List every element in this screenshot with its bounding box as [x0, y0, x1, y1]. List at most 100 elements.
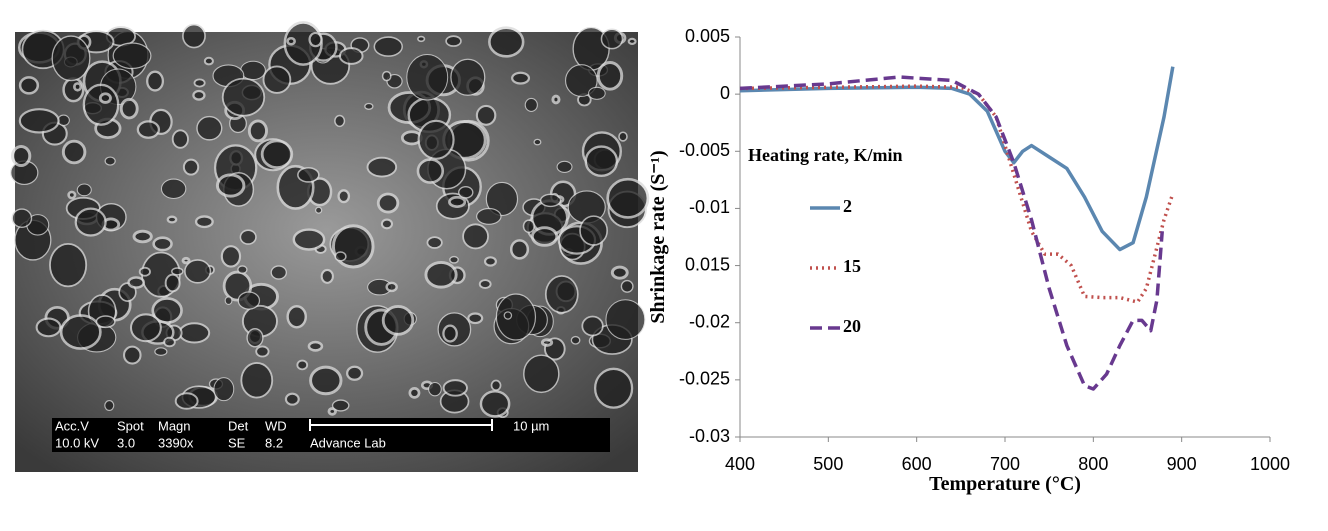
- pore: [10, 145, 32, 167]
- pore: [551, 94, 561, 105]
- y-tick-label: -0.01: [689, 197, 730, 217]
- pore: [255, 345, 270, 358]
- pore: [331, 399, 350, 412]
- pore: [194, 215, 214, 229]
- pore: [426, 236, 443, 249]
- pore: [416, 158, 445, 184]
- pore: [76, 183, 92, 197]
- pore: [462, 223, 489, 250]
- info-label: Spot: [117, 418, 144, 433]
- pore: [193, 78, 206, 88]
- info-label: Acc.V: [55, 418, 89, 433]
- pore: [260, 139, 294, 169]
- legend-title: Heating rate, K/min: [748, 145, 902, 165]
- pore: [98, 92, 112, 104]
- pore: [171, 129, 189, 149]
- pore: [247, 119, 268, 143]
- pore: [488, 26, 525, 58]
- pore: [74, 207, 107, 237]
- info-value: SE: [228, 435, 246, 450]
- x-axis-title: Temperature (°C): [929, 473, 1081, 495]
- pore: [178, 322, 211, 344]
- pore: [600, 28, 624, 50]
- pore: [509, 239, 530, 260]
- pore: [72, 82, 83, 92]
- pore: [221, 77, 266, 117]
- x-tick-label: 400: [725, 454, 755, 474]
- x-tick-label: 800: [1078, 454, 1108, 474]
- pore: [442, 324, 458, 343]
- y-tick-label: -0.005: [679, 140, 730, 160]
- pore: [196, 115, 223, 141]
- pore: [530, 226, 559, 247]
- x-tick-label: 1000: [1250, 454, 1290, 474]
- pore: [164, 273, 181, 293]
- pore: [307, 340, 324, 352]
- scale-label: 10 µm: [513, 418, 549, 433]
- pore: [246, 327, 264, 348]
- pore: [570, 335, 581, 345]
- pore: [406, 54, 449, 101]
- pore: [320, 268, 334, 284]
- pore: [533, 138, 542, 146]
- pore: [163, 336, 176, 348]
- pore: [449, 255, 459, 264]
- pore: [286, 36, 296, 46]
- pore: [203, 56, 214, 66]
- pore: [385, 281, 398, 293]
- pore: [448, 195, 467, 209]
- pore: [593, 367, 634, 409]
- pore: [174, 392, 199, 410]
- y-axis-title: Shrinkage rate (S⁻¹): [647, 150, 669, 323]
- pore: [523, 354, 560, 394]
- pore: [239, 229, 257, 245]
- y-tick-label: -0.02: [689, 311, 730, 331]
- info-label: Magn: [158, 418, 191, 433]
- pore: [366, 156, 398, 178]
- info-value: 10.0 kV: [55, 435, 99, 450]
- legend-label: 15: [843, 256, 861, 276]
- pore: [490, 379, 502, 392]
- pore: [618, 131, 628, 142]
- pore: [220, 245, 242, 268]
- pore: [475, 207, 502, 225]
- sem-image: [10, 21, 650, 472]
- pore: [539, 193, 562, 208]
- legend-label: 20: [843, 316, 861, 336]
- pore: [51, 35, 91, 82]
- pore: [314, 206, 323, 214]
- info-bar: [52, 418, 610, 452]
- pore: [457, 186, 474, 199]
- pore: [364, 102, 374, 110]
- pore: [171, 267, 184, 276]
- pore: [327, 407, 337, 416]
- pore: [104, 400, 115, 412]
- pore: [132, 229, 153, 244]
- info-value: 8.2: [265, 435, 283, 450]
- pore: [579, 215, 608, 246]
- pore: [112, 42, 152, 70]
- pore: [181, 256, 191, 265]
- pore: [119, 97, 139, 120]
- info-value: 3.0: [117, 435, 135, 450]
- pore: [237, 291, 261, 310]
- pore: [284, 392, 300, 406]
- pore: [556, 160, 573, 174]
- info-value: Advance Lab: [310, 435, 386, 450]
- pore: [337, 189, 351, 204]
- pore: [35, 317, 62, 338]
- pore: [138, 266, 151, 277]
- pore: [442, 379, 468, 397]
- pore: [450, 58, 486, 96]
- pore: [485, 181, 519, 217]
- pore: [215, 173, 246, 198]
- pore: [417, 35, 426, 43]
- pore: [408, 387, 421, 399]
- pore: [381, 70, 392, 82]
- pore: [49, 242, 88, 288]
- x-tick-label: 700: [990, 454, 1020, 474]
- pore: [18, 76, 40, 95]
- pore: [136, 120, 161, 139]
- y-tick-label: -0.025: [679, 369, 730, 389]
